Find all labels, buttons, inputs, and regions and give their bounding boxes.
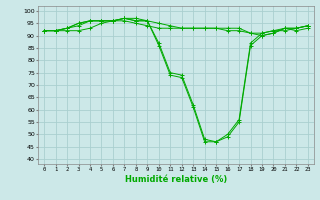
X-axis label: Humidité relative (%): Humidité relative (%) xyxy=(125,175,227,184)
